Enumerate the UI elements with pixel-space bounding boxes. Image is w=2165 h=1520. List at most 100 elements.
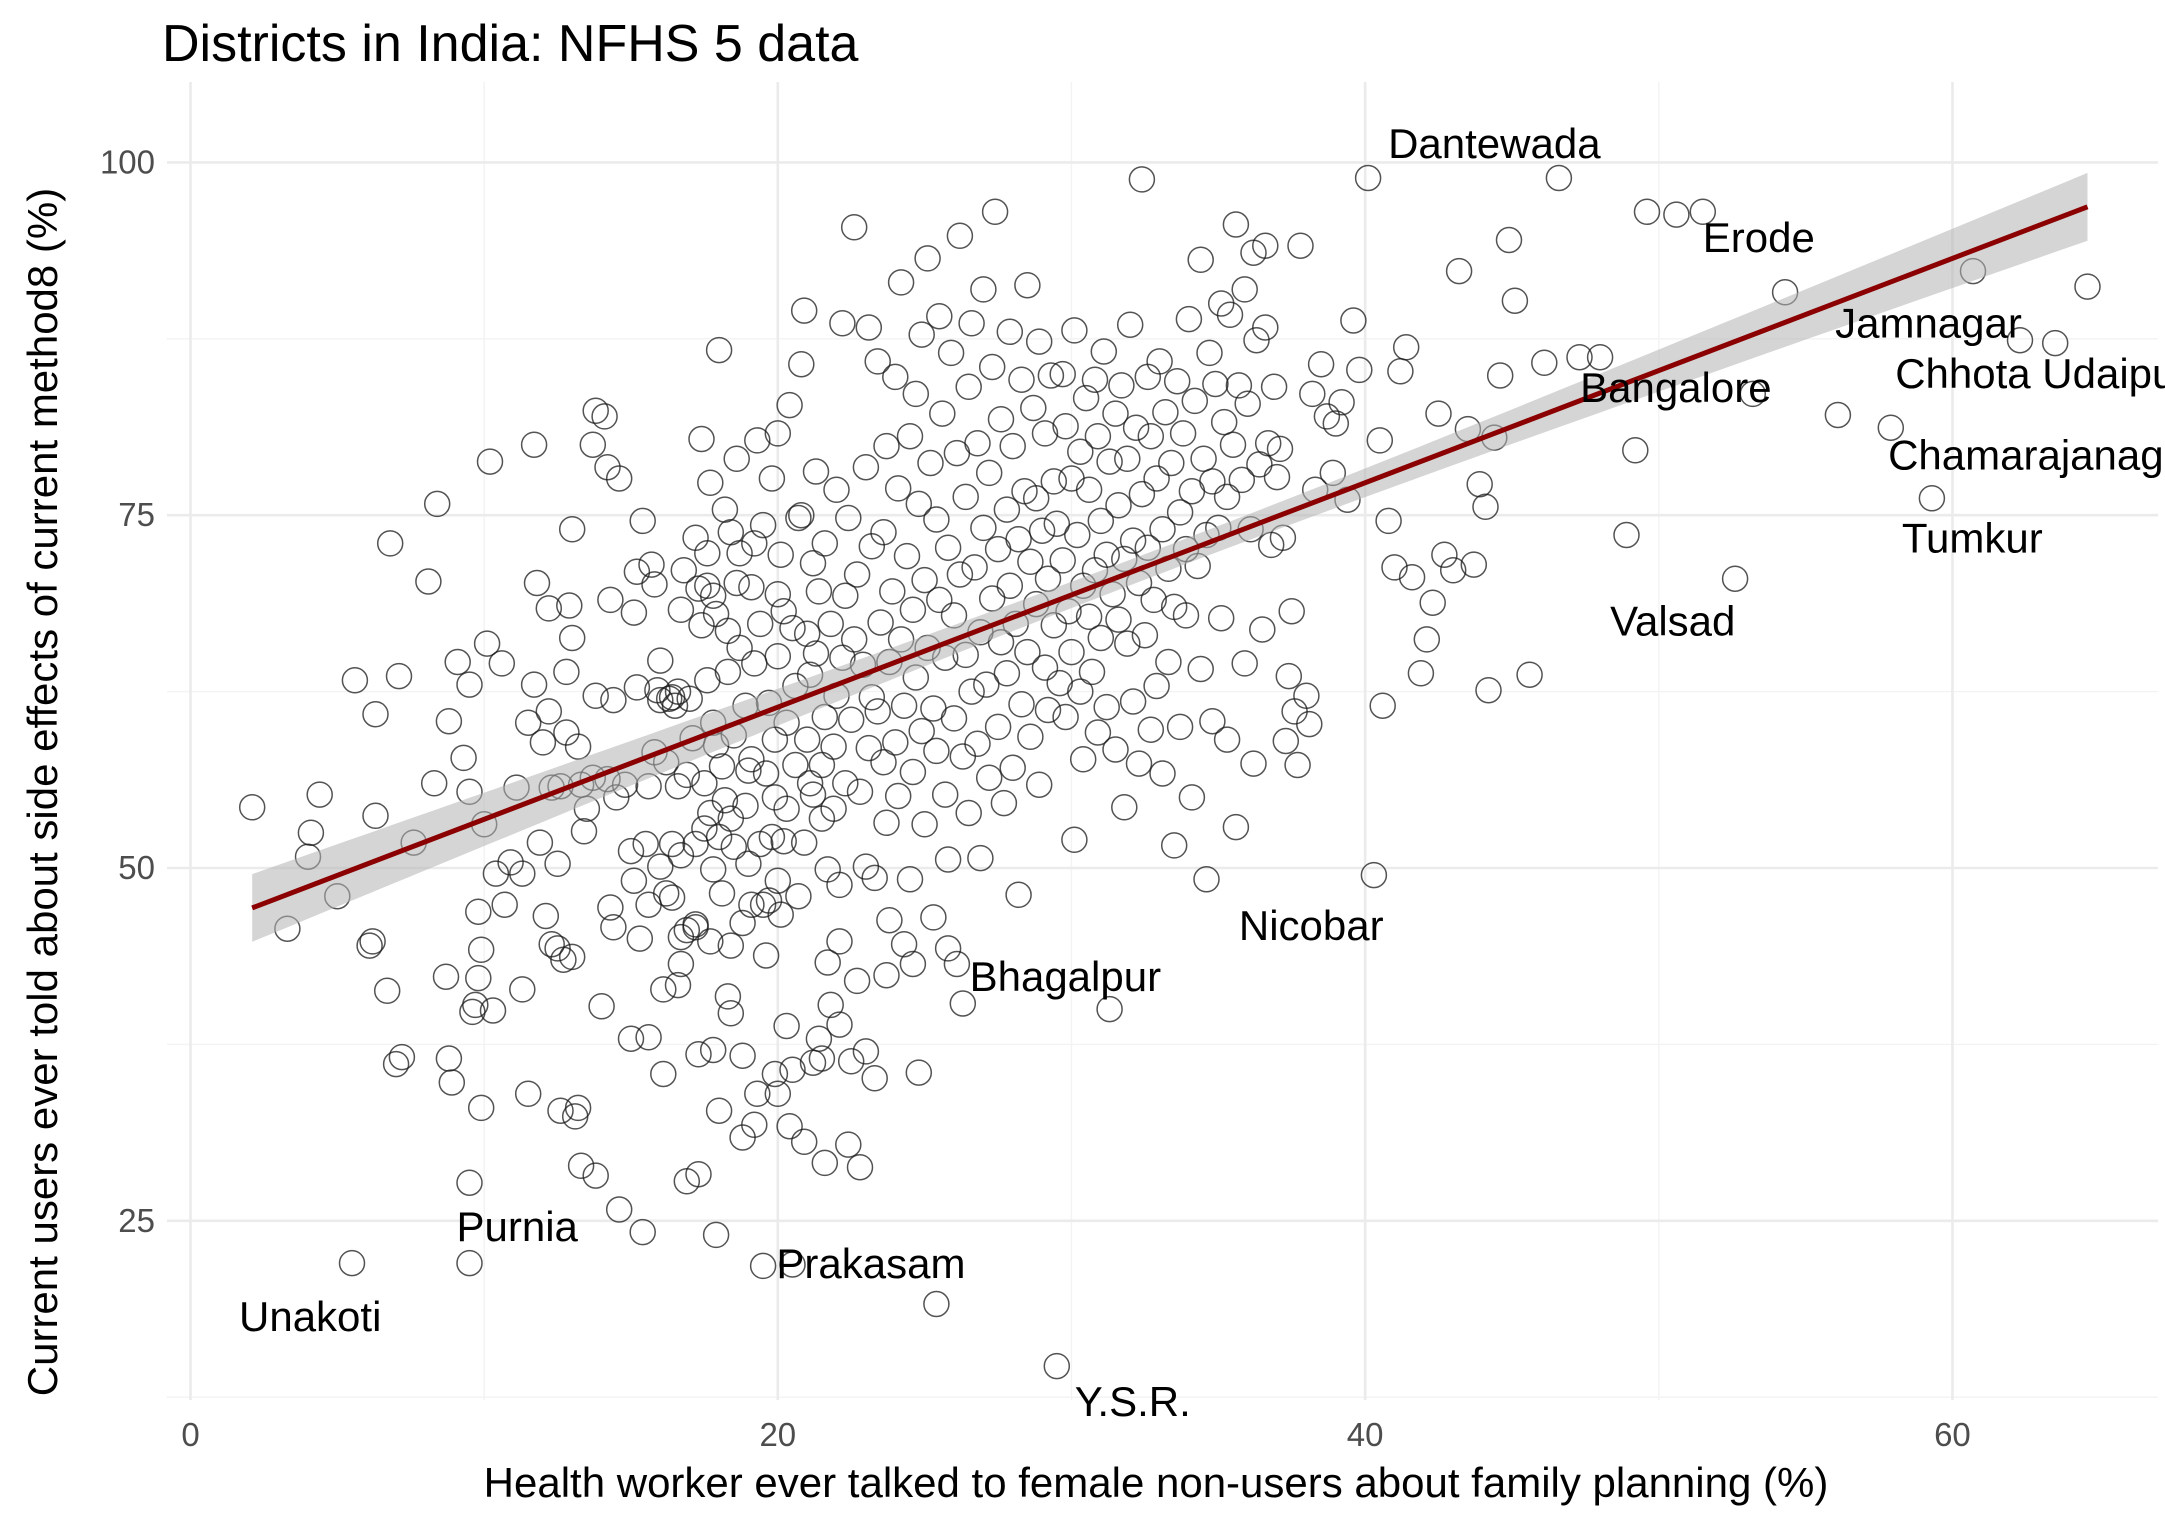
data-point <box>1190 445 1217 473</box>
data-point <box>1143 672 1170 700</box>
data-point <box>1445 257 1473 285</box>
data-point <box>1263 463 1291 491</box>
data-point <box>456 1169 483 1196</box>
district-label: Prakasam <box>776 1240 965 1287</box>
data-point <box>1252 314 1279 341</box>
data-point <box>620 599 648 626</box>
data-point <box>1213 726 1241 753</box>
data-point <box>1114 630 1141 657</box>
data-point <box>526 829 554 856</box>
data-point <box>946 561 974 588</box>
data-point <box>664 772 692 800</box>
data-points <box>238 164 2101 1380</box>
data-point <box>749 1252 777 1280</box>
district-label: Chamarajanagar <box>1888 432 2165 479</box>
data-point <box>826 928 853 955</box>
data-point <box>1486 362 1514 389</box>
data-point <box>705 1097 733 1124</box>
data-point <box>1202 370 1229 398</box>
data-point <box>1360 861 1388 889</box>
data-point <box>923 506 950 533</box>
data-point <box>570 818 598 845</box>
data-point <box>623 558 651 585</box>
data-point <box>726 634 753 662</box>
data-point <box>685 1041 712 1068</box>
data-point <box>1008 691 1035 718</box>
data-point <box>1064 521 1091 549</box>
data-point <box>1052 413 1079 440</box>
data-point <box>1431 541 1458 568</box>
data-point <box>773 795 800 822</box>
data-point <box>832 582 859 609</box>
data-point <box>1037 362 1065 389</box>
data-point <box>1231 276 1258 303</box>
data-point <box>882 363 909 391</box>
data-point <box>964 430 991 457</box>
data-point <box>432 963 460 990</box>
data-point <box>558 943 586 971</box>
data-point <box>855 734 883 762</box>
data-point <box>826 1011 853 1038</box>
data-point <box>1025 328 1053 355</box>
data-point <box>855 314 883 341</box>
data-point <box>673 916 701 944</box>
data-point <box>465 964 492 992</box>
data-point <box>1586 343 1614 371</box>
data-point <box>667 842 695 869</box>
data-point <box>867 609 894 636</box>
data-point <box>1169 420 1197 447</box>
data-point <box>1228 466 1256 494</box>
data-point <box>1381 554 1408 581</box>
data-point <box>799 549 827 577</box>
data-point <box>738 891 765 918</box>
data-point <box>1166 499 1194 526</box>
data-point <box>820 795 847 822</box>
data-point <box>1207 604 1235 632</box>
data-point <box>1196 339 1223 367</box>
data-point <box>1025 771 1053 798</box>
data-point <box>635 1024 662 1051</box>
data-point <box>1918 485 1946 512</box>
data-point <box>741 650 768 677</box>
data-point <box>1407 660 1435 687</box>
data-point <box>890 692 918 719</box>
x-tick-label: 60 <box>1934 1416 1971 1453</box>
data-point <box>1155 648 1182 676</box>
data-point <box>752 942 780 969</box>
data-point <box>582 397 609 425</box>
data-point <box>840 626 868 653</box>
data-point <box>1061 826 1088 854</box>
data-point <box>382 1050 410 1078</box>
data-point <box>415 568 442 595</box>
data-point <box>1172 602 1200 629</box>
data-point <box>785 882 812 910</box>
data-point <box>846 778 874 806</box>
data-point <box>699 856 727 883</box>
x-tick-label: 20 <box>759 1416 796 1453</box>
data-point <box>837 1048 865 1075</box>
data-point <box>1087 624 1115 652</box>
data-point <box>1633 198 1661 226</box>
data-point <box>688 425 715 453</box>
data-point <box>558 624 586 652</box>
data-point <box>561 1103 589 1130</box>
data-point <box>978 585 1006 612</box>
data-point <box>1187 655 1214 683</box>
data-point <box>955 373 982 401</box>
data-point <box>1075 603 1103 631</box>
data-point <box>790 1128 818 1156</box>
data-point <box>1613 521 1640 549</box>
data-point <box>1137 716 1165 743</box>
data-point <box>1105 492 1132 519</box>
data-point <box>723 569 750 597</box>
data-point <box>770 597 797 625</box>
y-tick-label: 25 <box>118 1202 155 1239</box>
data-point <box>1031 654 1059 681</box>
data-point <box>808 751 836 779</box>
data-point <box>887 269 915 296</box>
data-point <box>1501 287 1529 314</box>
data-point <box>1149 516 1176 543</box>
data-point <box>423 490 451 518</box>
data-point <box>1152 398 1179 426</box>
data-point <box>843 967 871 995</box>
